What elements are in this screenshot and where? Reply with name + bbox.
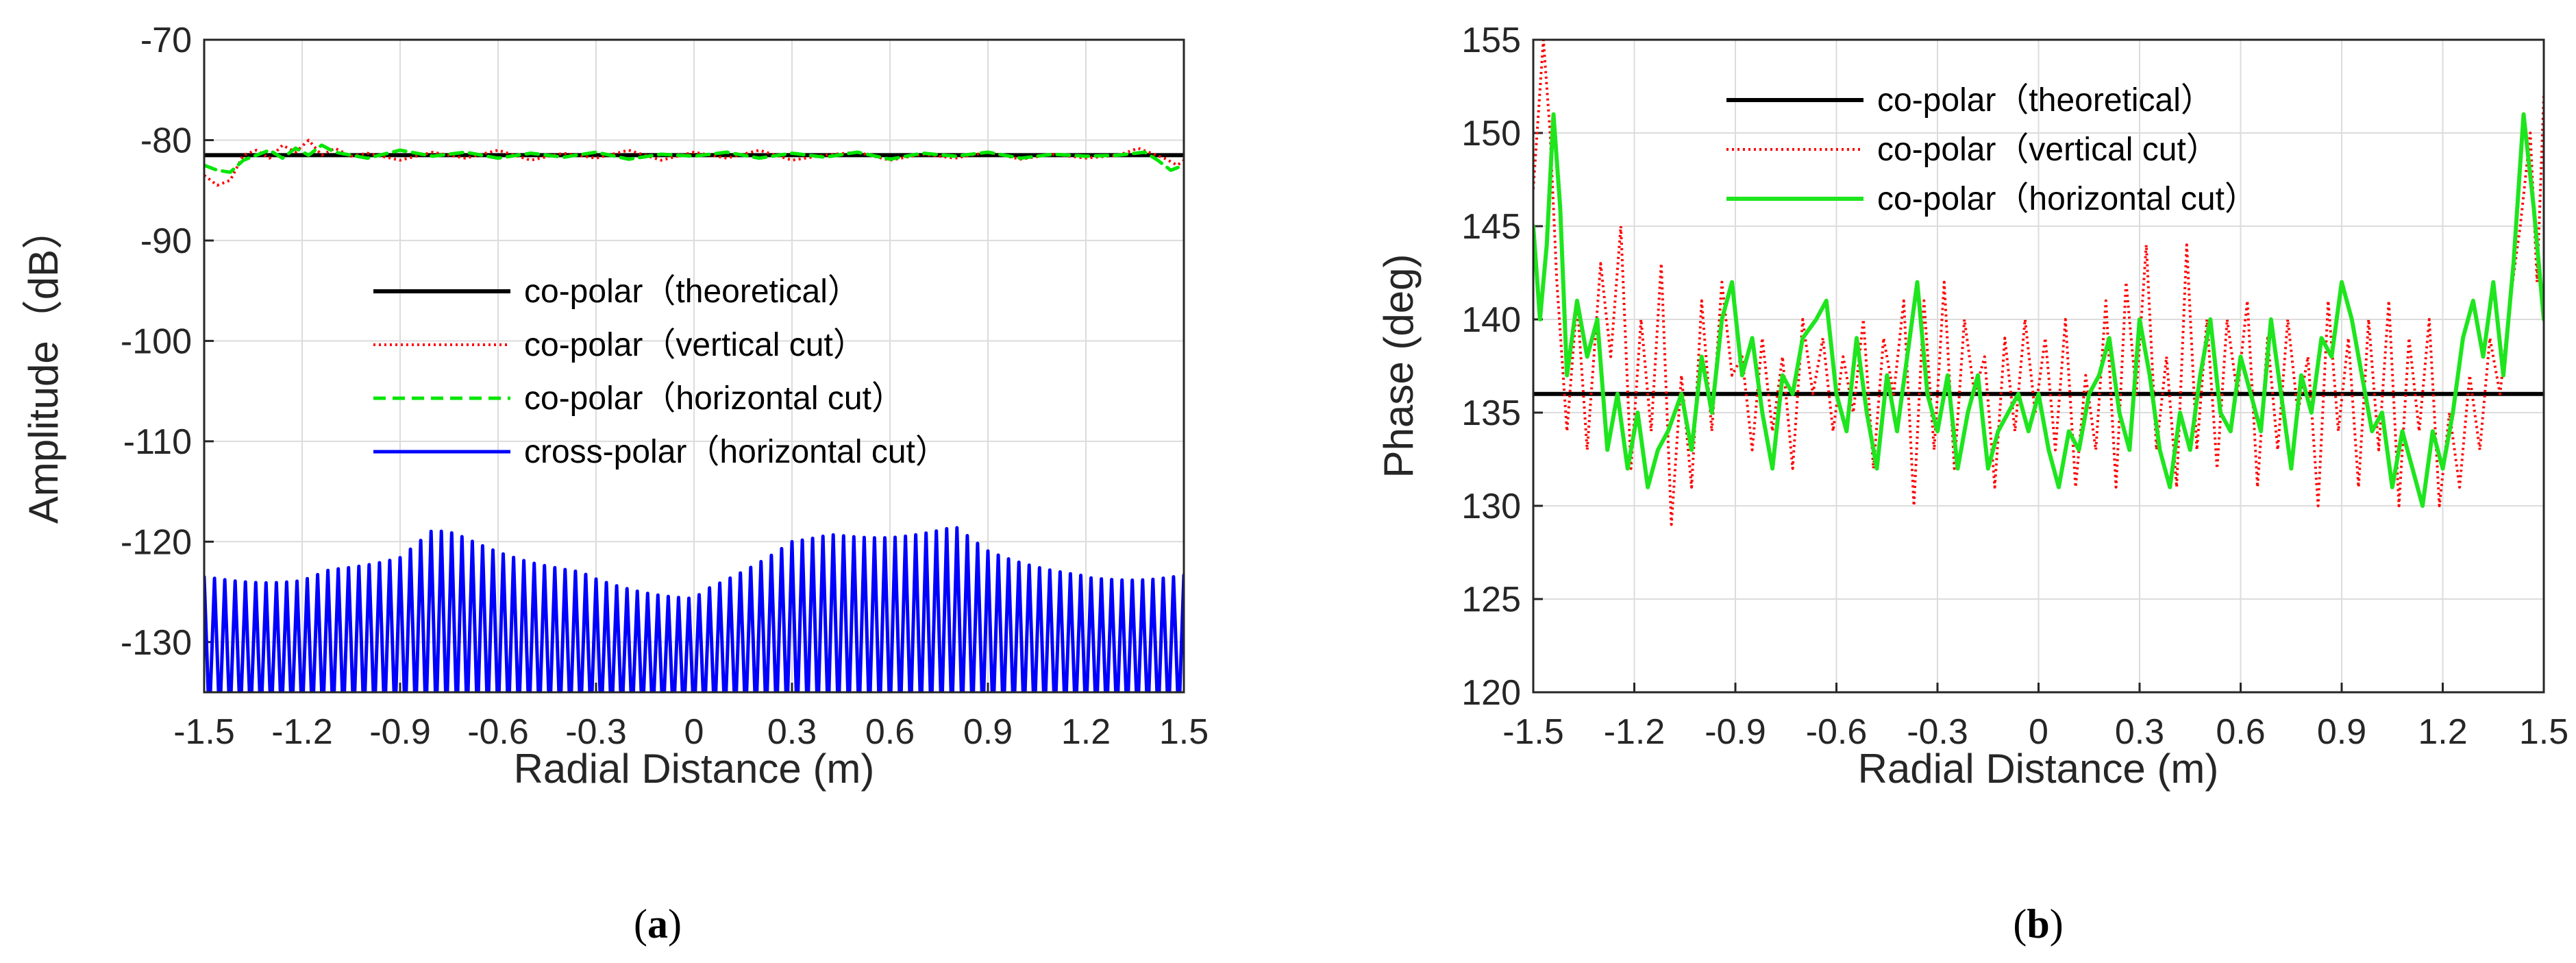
x-tick-label: -0.6 (467, 712, 529, 752)
y-tick-label: -80 (140, 121, 192, 160)
x-tick-label: 0.6 (2216, 712, 2265, 752)
series-group (204, 138, 1184, 692)
plot-frame (203, 38, 1185, 694)
legend-label: co-polar（theoretical） (1877, 82, 2214, 119)
series-group (1533, 40, 2544, 526)
y-tick-label: 140 (1461, 300, 1521, 340)
phase-chart: 120 125 130 135 140 145 150 155 -1.5 -1.2 -0.9 -0.… (1376, 21, 2568, 947)
legend-label: co-polar（vertical cut） (1877, 132, 2219, 168)
x-tick-label: 0.3 (767, 712, 817, 752)
x-tick-label: -0.9 (369, 712, 431, 752)
series-line (204, 143, 1184, 174)
y-tick-label: 120 (1461, 673, 1521, 713)
y-tick-label: -90 (140, 221, 192, 261)
x-tick-label: -1.5 (1502, 712, 1564, 752)
x-tick-label: -0.3 (1907, 712, 1968, 752)
panel-label-b: (b) (2013, 901, 2063, 947)
y-tick-label: 150 (1461, 114, 1521, 154)
x-axis-label: Radial Distance (m) (514, 746, 875, 792)
amplitude-chart: -130 -120 -110 -100 -90 -80 -70 -1.5 -1.2 -0.9 -0… (21, 21, 1209, 947)
series-line (204, 526, 1184, 692)
legend-label: co-polar（horizontal cut） (1877, 181, 2257, 217)
y-tick-label: -70 (140, 21, 192, 60)
x-tick-label: -0.6 (1806, 712, 1868, 752)
x-tick-label: 0.3 (2115, 712, 2164, 752)
y-tick-label: -110 (123, 422, 192, 462)
y-tick-label: 125 (1461, 580, 1521, 620)
y-axis-label: Phase (deg) (1376, 254, 1422, 478)
x-tick-label: 0.6 (865, 712, 915, 752)
y-tick-label: -100 (121, 321, 192, 361)
x-tick-label: 0.9 (2317, 712, 2366, 752)
x-axis: -1.5 -1.2 -0.9 -0.6 -0.3 0 0.3 0.6 0.9 1.2 1.5 (1502, 683, 2568, 752)
x-tick-label: -0.3 (565, 712, 627, 752)
x-axis-label: Radial Distance (m) (1858, 746, 2219, 792)
x-tick-label: -1.2 (1604, 712, 1665, 752)
legend-label: co-polar（horizontal cut） (524, 380, 904, 417)
legend-label: cross-polar（horizontal cut） (524, 434, 948, 470)
y-axis-label: Amplitude（dB） (21, 208, 66, 524)
legend: co-polar（theoretical） co-polar（vertical c… (373, 273, 948, 470)
y-axis: -130 -120 -110 -100 -90 -80 -70 (121, 21, 214, 663)
y-tick-label: 155 (1461, 21, 1521, 60)
y-tick-label: 145 (1461, 207, 1521, 247)
y-tick-label: 130 (1461, 487, 1521, 526)
x-tick-label: -1.5 (173, 712, 235, 752)
x-tick-label: -1.2 (271, 712, 333, 752)
x-tick-label: 1.5 (1159, 712, 1209, 752)
legend: co-polar（theoretical） co-polar（vertical c… (1726, 82, 2257, 217)
x-axis: -1.5 -1.2 -0.9 -0.6 -0.3 0 0.3 0.6 0.9 1.2 1.5 (173, 683, 1209, 752)
x-tick-label: 1.2 (1061, 712, 1111, 752)
y-tick-label: -130 (121, 623, 192, 663)
y-tick-label: -120 (121, 522, 192, 562)
legend-label: co-polar（theoretical） (524, 273, 860, 310)
x-tick-label: 0 (2029, 712, 2048, 752)
legend-label: co-polar（vertical cut） (524, 327, 866, 363)
plot-frame (1532, 38, 2545, 694)
x-tick-label: 1.5 (2519, 712, 2568, 752)
y-tick-label: 135 (1461, 393, 1521, 433)
panel-label-a: (a) (634, 901, 682, 947)
x-tick-label: 1.2 (2418, 712, 2467, 752)
y-axis: 120 125 130 135 140 145 150 155 (1461, 21, 1543, 713)
x-tick-label: -0.9 (1705, 712, 1766, 752)
x-tick-label: 0.9 (963, 712, 1013, 752)
series-line (1533, 112, 2544, 508)
x-tick-label: 0 (684, 712, 704, 752)
